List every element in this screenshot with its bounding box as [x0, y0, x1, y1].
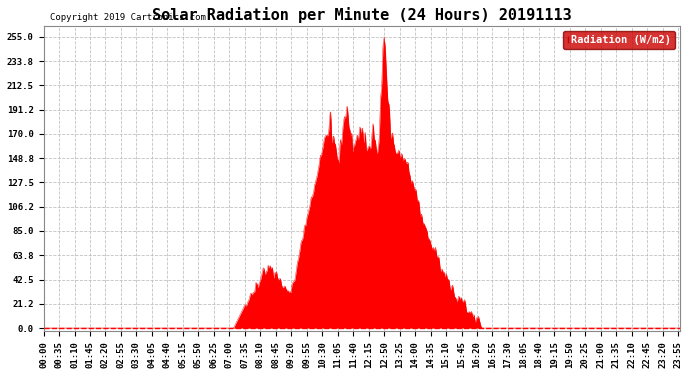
Text: Copyright 2019 Cartronics.com: Copyright 2019 Cartronics.com [50, 13, 206, 22]
Title: Solar Radiation per Minute (24 Hours) 20191113: Solar Radiation per Minute (24 Hours) 20… [152, 7, 572, 23]
Legend: Radiation (W/m2): Radiation (W/m2) [563, 31, 675, 49]
